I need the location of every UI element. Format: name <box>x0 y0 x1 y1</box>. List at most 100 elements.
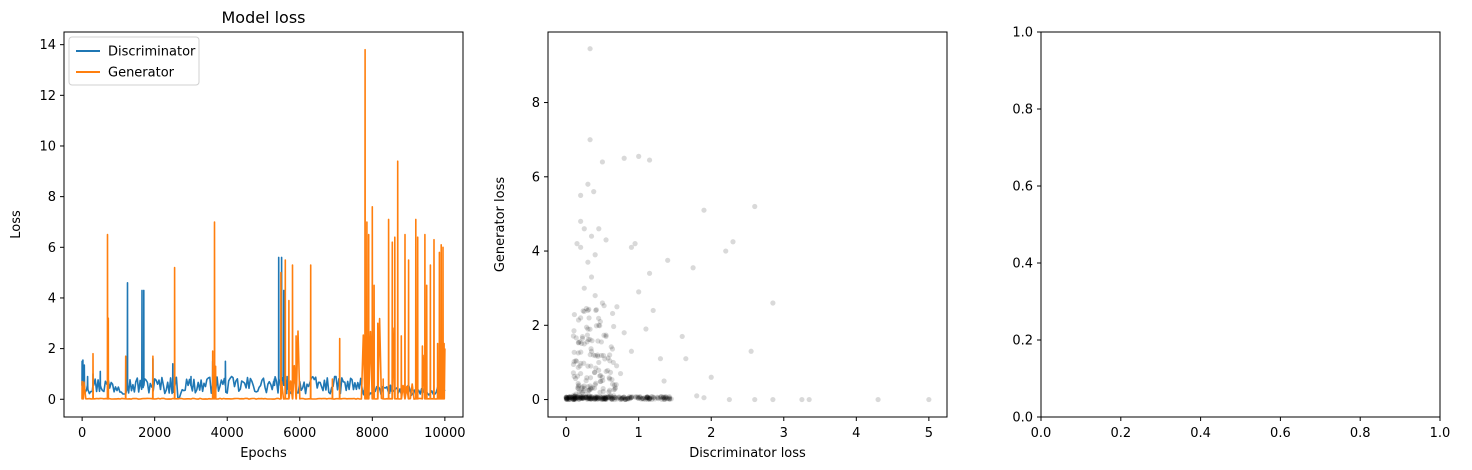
scatter-point <box>592 382 598 388</box>
scatter-point <box>571 311 577 318</box>
scatter-point <box>637 394 643 400</box>
scatter-point <box>622 396 628 403</box>
scatter-point <box>643 395 649 401</box>
scatter-point <box>594 395 600 401</box>
scatter-point <box>581 360 587 366</box>
scatter-point <box>628 244 635 250</box>
scatter-point <box>574 394 581 400</box>
scatter-point <box>621 155 627 161</box>
scatter-point <box>770 300 776 306</box>
scatter-point <box>648 394 654 400</box>
scatter-point <box>607 392 614 398</box>
scatter-point <box>566 396 573 402</box>
scatter-point <box>611 396 618 403</box>
scatter-point <box>564 396 570 402</box>
scatter-point <box>566 394 573 400</box>
scatter-point <box>579 384 586 390</box>
scatter-point <box>604 395 610 401</box>
scatter-point <box>583 378 589 384</box>
scatter-point <box>594 396 601 402</box>
scatter-point <box>578 394 584 400</box>
scatter-point <box>571 373 577 380</box>
scatter-point <box>608 344 614 350</box>
scatter-point <box>770 396 776 403</box>
scatter-point <box>585 336 591 343</box>
scatter-point <box>655 395 661 402</box>
x-tick-label: 2000 <box>138 426 171 441</box>
scatter-point <box>583 305 589 312</box>
scatter-point <box>591 385 598 391</box>
scatter-point <box>592 396 598 402</box>
x-tick-label: 10000 <box>424 426 465 441</box>
scatter-point <box>563 396 570 402</box>
scatter-point <box>577 339 583 345</box>
scatter-point <box>570 392 577 398</box>
y-tick-label: 0 <box>532 393 540 408</box>
scatter-point <box>626 393 633 400</box>
scatter-point <box>578 370 584 377</box>
scatter-point <box>617 395 623 401</box>
scatter-point <box>575 385 581 392</box>
scatter-point <box>582 391 589 397</box>
scatter-point <box>570 395 576 401</box>
scatter-point <box>599 159 606 165</box>
scatter-point <box>596 367 602 373</box>
scatter-point <box>592 395 598 401</box>
scatter-point <box>643 396 649 402</box>
scatter-point <box>602 396 609 402</box>
scatter-point <box>644 394 650 400</box>
scatter-point <box>655 395 661 401</box>
x-tick-label: 6000 <box>283 426 316 441</box>
scatter-point <box>576 382 582 388</box>
scatter-point <box>576 339 582 346</box>
scatter-point <box>587 393 593 399</box>
scatter-point <box>584 396 590 402</box>
scatter-point <box>587 326 593 332</box>
scatter-point <box>605 355 611 361</box>
scatter-point <box>570 396 576 402</box>
scatter-point <box>564 396 570 402</box>
scatter-point <box>593 395 599 401</box>
scatter-point <box>618 395 624 402</box>
scatter-point <box>587 396 594 402</box>
scatter-point <box>571 396 577 403</box>
scatter-point <box>926 396 932 403</box>
scatter-point <box>619 395 626 401</box>
scatter-point <box>666 395 672 401</box>
scatter-point <box>579 335 586 341</box>
y-tick-label: 0 <box>48 393 56 408</box>
scatter-point <box>726 396 732 403</box>
scatter-point <box>601 396 608 403</box>
scatter-point <box>621 394 627 400</box>
scatter-point <box>610 395 616 401</box>
scatter-point <box>585 394 591 401</box>
scatter-point <box>607 376 613 382</box>
x-axis-label: Discriminator loss <box>689 446 806 461</box>
scatter-point <box>618 395 624 401</box>
scatter-point <box>595 353 601 359</box>
scatter-point <box>590 352 597 358</box>
scatter-point <box>576 389 582 395</box>
scatter-point <box>752 203 758 210</box>
scatter-point <box>609 376 615 383</box>
scatter-point <box>586 393 592 399</box>
scatter-point <box>572 396 578 402</box>
scatter-point <box>597 396 603 402</box>
scatter-point <box>563 394 569 400</box>
scatter-point <box>608 396 614 402</box>
scatter-point <box>570 333 577 339</box>
scatter-point <box>621 394 627 400</box>
scatter-point <box>619 396 625 402</box>
scatter-point <box>592 369 598 376</box>
scatter-point <box>572 395 578 401</box>
scatter-point <box>591 369 598 375</box>
scatter-point <box>569 395 575 401</box>
scatter-point <box>572 396 578 402</box>
y-tick-label: 0.2 <box>1012 334 1033 349</box>
scatter-point <box>585 394 591 400</box>
scatter-point <box>658 394 664 400</box>
scatter-point <box>668 396 674 402</box>
scatter-point <box>612 385 618 391</box>
scatter-point <box>614 304 620 310</box>
